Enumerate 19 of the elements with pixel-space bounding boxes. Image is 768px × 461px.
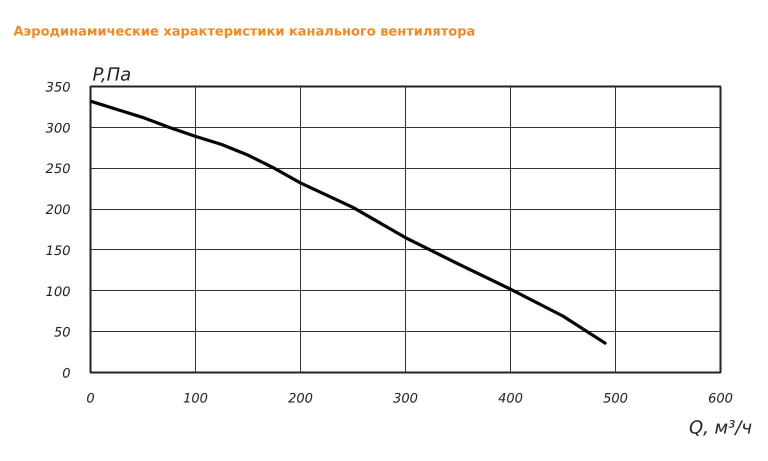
y-tick-label: 50 <box>54 326 71 341</box>
x-tick-label: 200 <box>288 392 313 406</box>
y-tick-label: 0 <box>62 366 71 382</box>
x-tick-label: 500 <box>603 392 628 406</box>
x-tick-label: 100 <box>183 392 208 406</box>
x-axis-title: Q, м³/ч <box>688 418 752 438</box>
x-tick-label: 600 <box>708 392 733 406</box>
chart-title: Аэродинамические характеристики канального вентилятора <box>14 24 476 40</box>
x-tick-label: 0 <box>86 392 95 406</box>
y-tick-label: 350 <box>46 80 71 96</box>
y-tick-label: 150 <box>46 244 71 259</box>
y-tick-label: 200 <box>46 203 71 218</box>
x-tick-label: 300 <box>393 392 418 406</box>
y-tick-label: 300 <box>46 121 71 136</box>
y-axis-title: P,Па <box>92 64 132 86</box>
x-tick-label: 400 <box>498 392 523 406</box>
line-series <box>90 100 607 345</box>
y-tick-label: 100 <box>46 284 71 300</box>
y-tick-label: 250 <box>46 162 71 178</box>
